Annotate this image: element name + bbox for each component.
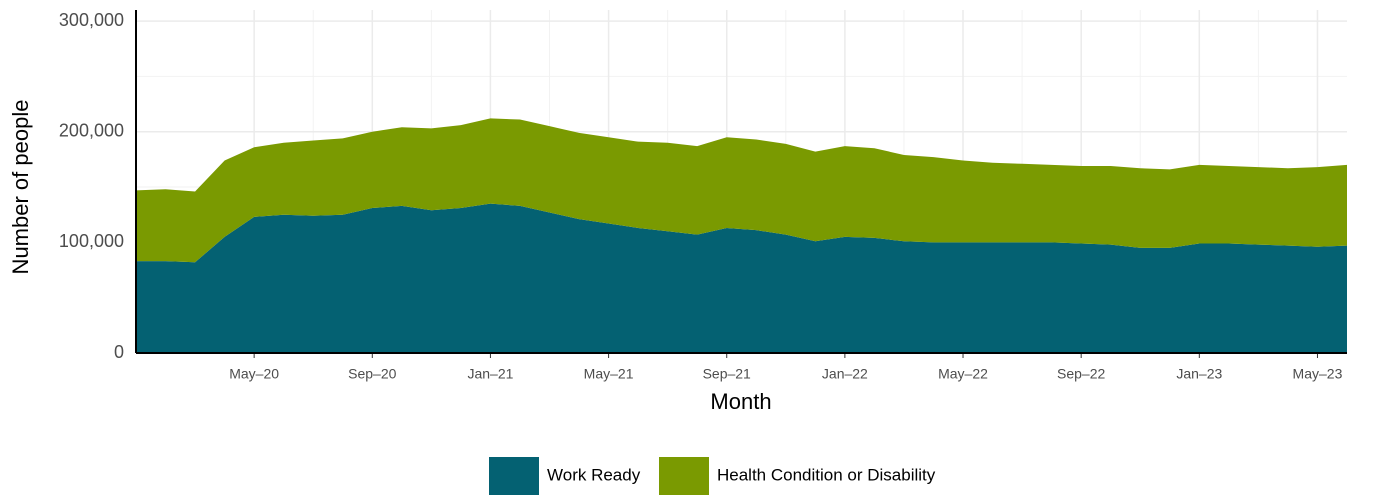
x-tick-label: Sep–22 (1057, 366, 1105, 382)
y-tick-label: 200,000 (59, 120, 124, 140)
x-tick-label: Jan–21 (467, 366, 513, 382)
x-axis-title: Month (710, 389, 771, 414)
legend-swatch (659, 457, 709, 495)
y-axis-title: Number of people (8, 100, 33, 275)
legend-swatch (489, 457, 539, 495)
y-tick-label: 0 (114, 342, 124, 362)
x-tick-label: Jan–22 (822, 366, 868, 382)
x-tick-label: May–23 (1293, 366, 1343, 382)
y-tick-label: 300,000 (59, 10, 124, 30)
y-tick-label: 100,000 (59, 231, 124, 251)
x-tick-label: Sep–21 (703, 366, 751, 382)
x-tick-label: Jan–23 (1176, 366, 1222, 382)
x-tick-label: May–22 (938, 366, 988, 382)
x-tick-label: Sep–20 (348, 366, 396, 382)
x-tick-label: May–20 (229, 366, 279, 382)
area (136, 118, 1347, 263)
legend-label: Work Ready (547, 465, 641, 484)
legend-label: Health Condition or Disability (717, 465, 936, 484)
area (136, 203, 1347, 353)
x-tick-label: May–21 (584, 366, 634, 382)
